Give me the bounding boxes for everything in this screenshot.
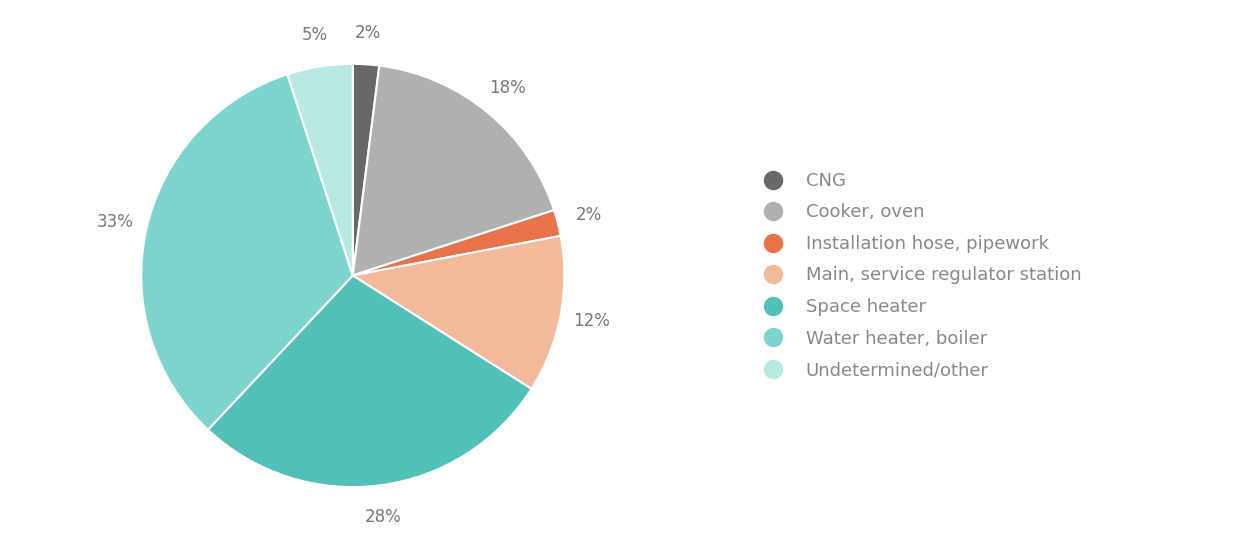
- Wedge shape: [287, 64, 353, 276]
- Wedge shape: [208, 276, 532, 487]
- Text: 2%: 2%: [576, 206, 601, 224]
- Text: 33%: 33%: [97, 213, 134, 231]
- Wedge shape: [353, 66, 554, 276]
- Text: 2%: 2%: [355, 24, 382, 42]
- Wedge shape: [353, 64, 379, 276]
- Text: 12%: 12%: [573, 312, 610, 330]
- Text: 28%: 28%: [365, 508, 402, 526]
- Wedge shape: [141, 74, 353, 430]
- Wedge shape: [353, 236, 564, 389]
- Text: 18%: 18%: [490, 79, 527, 97]
- Wedge shape: [353, 210, 561, 276]
- Legend: CNG, Cooker, oven, Installation hose, pipework, Main, service regulator station,: CNG, Cooker, oven, Installation hose, pi…: [755, 172, 1081, 379]
- Text: 5%: 5%: [301, 26, 328, 44]
